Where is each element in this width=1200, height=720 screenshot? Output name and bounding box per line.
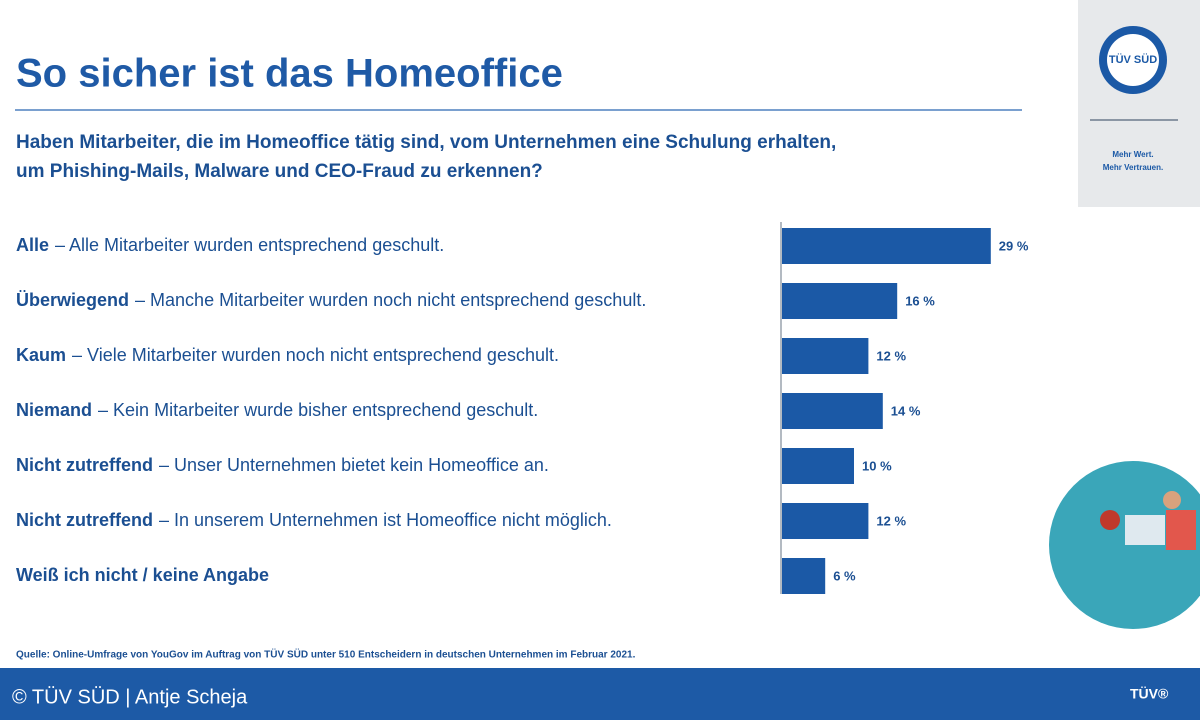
value-label: 16 % xyxy=(905,293,935,308)
logo-name: TÜV SÜD xyxy=(1109,53,1157,66)
footer-band xyxy=(0,668,1200,720)
category-description: – In unserem Unternehmen ist Homeoffice … xyxy=(159,510,612,530)
bar xyxy=(782,558,826,594)
illustration-screen xyxy=(1125,515,1165,545)
category-term: Kaum xyxy=(16,345,66,365)
category-description: – Viele Mitarbeiter wurden noch nicht en… xyxy=(72,345,559,365)
category-label: Überwiegend – Manche Mitarbeiter wurden n… xyxy=(16,290,646,310)
category-term: Überwiegend xyxy=(16,290,129,310)
category-label: Nicht zutreffend – Unser Unternehmen biet… xyxy=(16,455,549,475)
bar xyxy=(782,503,869,539)
title: So sicher ist das Homeoffice xyxy=(16,52,563,96)
category-label: Alle – Alle Mitarbeiter wurden entspreche… xyxy=(16,235,444,255)
category-label: Kaum – Viele Mitarbeiter wurden noch nich… xyxy=(16,345,559,365)
category-label: Nicht zutreffend – In unserem Unternehmen… xyxy=(16,510,612,530)
category-description: – Unser Unternehmen bietet kein Homeoffi… xyxy=(159,455,549,475)
illustration-person xyxy=(1100,510,1120,530)
footer-brand: TÜV® xyxy=(1130,686,1169,702)
category-term: Niemand xyxy=(16,400,92,420)
source-note: Quelle: Online-Umfrage von YouGov im Auf… xyxy=(16,648,636,661)
value-label: 12 % xyxy=(876,513,906,528)
category-label: Niemand – Kein Mitarbeiter wurde bisher e… xyxy=(16,400,538,420)
category-description: – Manche Mitarbeiter wurden noch nicht e… xyxy=(135,290,646,310)
category-term: Nicht zutreffend xyxy=(16,455,153,475)
illustration-person xyxy=(1166,510,1196,550)
bar xyxy=(782,283,898,319)
bar xyxy=(782,393,883,429)
category-label: Weiß ich nicht / keine Angabe xyxy=(16,565,269,585)
credit: © TÜV SÜD | Antje Scheja xyxy=(12,686,248,708)
category-description: – Kein Mitarbeiter wurde bisher entsprec… xyxy=(98,400,538,420)
slogan: Mehr Wert. xyxy=(1112,150,1153,159)
category-term: Alle xyxy=(16,235,49,255)
category-description: – Alle Mitarbeiter wurden entsprechend g… xyxy=(55,235,444,255)
bar xyxy=(782,448,854,484)
value-label: 12 % xyxy=(876,348,906,363)
category-term: Nicht zutreffend xyxy=(16,510,153,530)
bar xyxy=(782,338,869,374)
logo-inner xyxy=(1107,34,1159,86)
question-line: Haben Mitarbeiter, die im Homeoffice tät… xyxy=(16,132,836,153)
bar xyxy=(782,228,991,264)
value-label: 29 % xyxy=(999,238,1029,253)
illustration xyxy=(1049,461,1200,629)
value-label: 10 % xyxy=(862,458,892,473)
question-line: um Phishing-Mails, Malware und CEO-Fraud… xyxy=(16,161,543,182)
value-label: 14 % xyxy=(891,403,921,418)
illustration-person xyxy=(1163,491,1181,509)
category-term: Weiß ich nicht / keine Angabe xyxy=(16,565,269,585)
value-label: 6 % xyxy=(833,568,856,583)
slogan: Mehr Vertrauen. xyxy=(1103,163,1163,172)
